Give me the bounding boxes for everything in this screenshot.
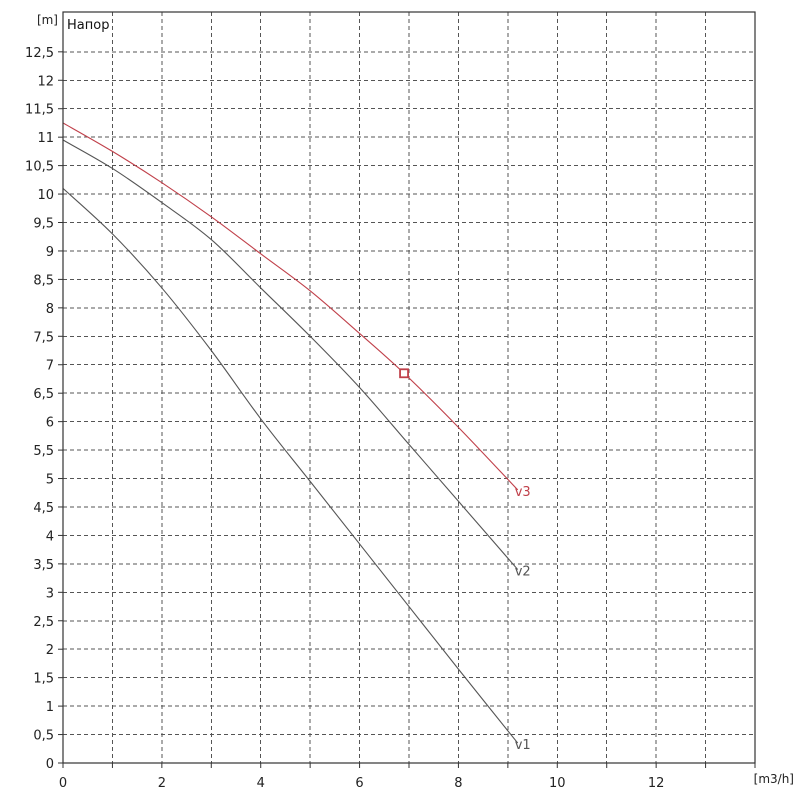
y-tick-label: 12 [37, 74, 54, 89]
series-group: v1 v2 v3 [62, 122, 531, 753]
ticks: 00,511,522,533,544,555,566,577,588,599,5… [25, 46, 756, 791]
y-tick-label: 9 [46, 245, 54, 260]
chart-title: Напор [67, 18, 109, 33]
y-tick-label: 3 [46, 586, 54, 601]
y-tick-label: 2,5 [33, 615, 54, 630]
y-axis-label: [m] [37, 13, 58, 27]
y-tick-label: 7 [46, 359, 54, 374]
y-tick-label: 4 [46, 529, 54, 544]
series-line-v1 [62, 187, 519, 744]
y-tick-label: 11 [37, 131, 54, 146]
y-tick-label: 1 [46, 700, 54, 715]
x-tick-label: 0 [59, 776, 67, 791]
y-tick-label: 8 [46, 302, 54, 317]
y-tick-label: 0,5 [33, 729, 54, 744]
y-tick-label: 3,5 [33, 558, 54, 573]
y-tick-label: 10,5 [25, 160, 54, 175]
y-tick-label: 10 [37, 188, 54, 203]
series-label-v1: v1 [515, 738, 531, 753]
series-line-v3 [62, 122, 519, 491]
y-tick-label: 5,5 [33, 444, 54, 459]
x-tick-label: 2 [158, 776, 166, 791]
y-tick-label: 11,5 [25, 103, 54, 118]
x-tick-label: 10 [549, 776, 566, 791]
series-label-v2: v2 [515, 565, 531, 580]
x-tick-label: 6 [355, 776, 363, 791]
y-tick-label: 0 [46, 757, 54, 772]
y-tick-label: 7,5 [33, 330, 54, 345]
x-tick-label: 4 [257, 776, 265, 791]
y-tick-label: 5 [46, 473, 54, 488]
y-tick-label: 8,5 [33, 273, 54, 288]
operating-point-marker [399, 368, 409, 379]
series-label-v3: v3 [515, 485, 531, 500]
x-tick-label: 8 [454, 776, 462, 791]
y-tick-label: 6,5 [33, 387, 54, 402]
y-tick-label: 1,5 [33, 672, 54, 687]
x-tick-label: 12 [648, 776, 665, 791]
series-line-v2 [62, 139, 519, 570]
y-tick-label: 12,5 [25, 46, 54, 61]
grid [63, 12, 755, 763]
y-tick-label: 2 [46, 643, 54, 658]
x-axis-label: [m3/h] [754, 772, 794, 786]
plot-frame [62, 11, 756, 764]
y-tick-label: 6 [46, 416, 54, 431]
y-tick-label: 9,5 [33, 217, 54, 232]
y-tick-label: 4,5 [33, 501, 54, 516]
